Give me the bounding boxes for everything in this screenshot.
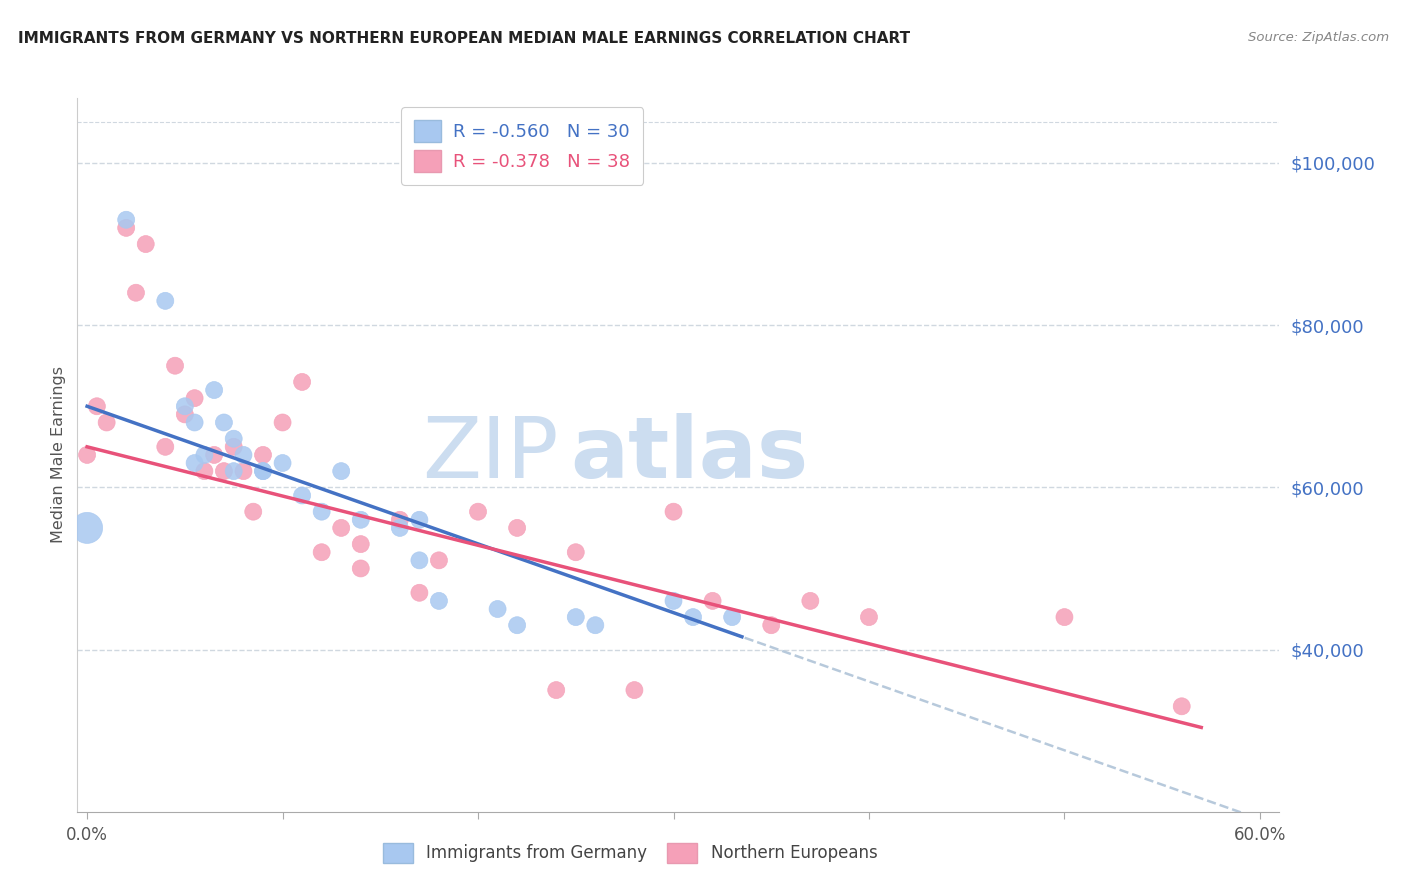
Point xyxy=(799,594,821,608)
Point xyxy=(1170,699,1192,714)
Point xyxy=(662,594,685,608)
Point xyxy=(155,293,177,308)
Point xyxy=(662,505,685,519)
Point xyxy=(565,545,588,559)
Point xyxy=(350,513,373,527)
Point xyxy=(311,505,333,519)
Point xyxy=(183,416,205,430)
Point xyxy=(486,602,509,616)
Point xyxy=(165,359,187,373)
Point xyxy=(222,440,245,454)
Point xyxy=(702,594,724,608)
Point xyxy=(232,448,254,462)
Point xyxy=(408,513,430,527)
Point xyxy=(222,432,245,446)
Point xyxy=(291,488,314,502)
Point xyxy=(202,383,225,397)
Point xyxy=(252,464,274,478)
Point xyxy=(242,505,264,519)
Point xyxy=(96,416,118,430)
Point xyxy=(232,464,254,478)
Point xyxy=(252,448,274,462)
Point xyxy=(506,618,529,632)
Point xyxy=(583,618,606,632)
Point xyxy=(76,521,98,535)
Point xyxy=(388,513,411,527)
Point xyxy=(761,618,783,632)
Y-axis label: Median Male Earnings: Median Male Earnings xyxy=(51,367,66,543)
Point xyxy=(388,521,411,535)
Point xyxy=(252,464,274,478)
Text: ZIP: ZIP xyxy=(422,413,558,497)
Point xyxy=(330,464,353,478)
Point xyxy=(350,537,373,551)
Point xyxy=(467,505,489,519)
Point xyxy=(173,408,195,422)
Point xyxy=(858,610,880,624)
Point xyxy=(115,212,138,227)
Point xyxy=(291,375,314,389)
Point xyxy=(212,464,235,478)
Text: atlas: atlas xyxy=(571,413,808,497)
Point xyxy=(125,285,148,300)
Point xyxy=(222,464,245,478)
Point xyxy=(546,683,568,698)
Point xyxy=(408,553,430,567)
Point xyxy=(682,610,704,624)
Point xyxy=(135,237,157,252)
Point xyxy=(271,416,294,430)
Point xyxy=(212,416,235,430)
Point xyxy=(506,521,529,535)
Point xyxy=(76,448,98,462)
Point xyxy=(1053,610,1076,624)
Point xyxy=(183,391,205,405)
Point xyxy=(565,610,588,624)
Point xyxy=(721,610,744,624)
Point xyxy=(202,448,225,462)
Point xyxy=(193,448,215,462)
Point xyxy=(173,399,195,413)
Legend: Immigrants from Germany, Northern Europeans: Immigrants from Germany, Northern Europe… xyxy=(375,834,886,871)
Text: IMMIGRANTS FROM GERMANY VS NORTHERN EUROPEAN MEDIAN MALE EARNINGS CORRELATION CH: IMMIGRANTS FROM GERMANY VS NORTHERN EURO… xyxy=(18,31,911,46)
Point xyxy=(155,440,177,454)
Point xyxy=(115,220,138,235)
Point xyxy=(330,521,353,535)
Point xyxy=(271,456,294,470)
Point xyxy=(86,399,108,413)
Point xyxy=(350,561,373,575)
Point xyxy=(427,594,450,608)
Point xyxy=(408,586,430,600)
Point xyxy=(623,683,645,698)
Text: Source: ZipAtlas.com: Source: ZipAtlas.com xyxy=(1249,31,1389,45)
Point xyxy=(193,464,215,478)
Point xyxy=(183,456,205,470)
Point xyxy=(311,545,333,559)
Point xyxy=(427,553,450,567)
